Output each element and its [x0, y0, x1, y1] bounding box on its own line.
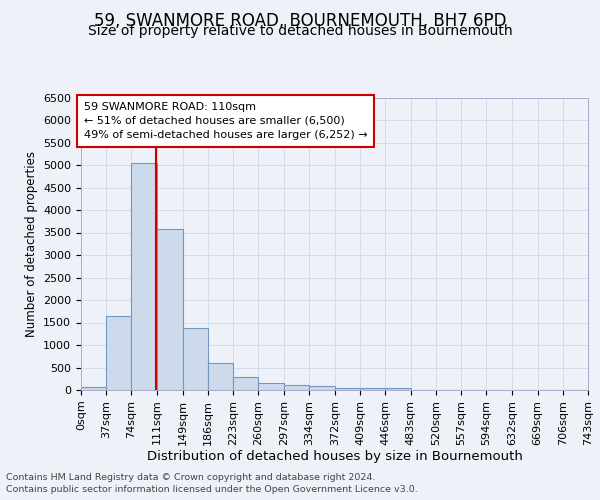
Bar	[131, 163, 157, 390]
Text: 59, SWANMORE ROAD, BOURNEMOUTH, BH7 6PD: 59, SWANMORE ROAD, BOURNEMOUTH, BH7 6PD	[94, 12, 506, 30]
Bar	[157, 229, 182, 390]
Bar	[106, 316, 131, 390]
Bar	[309, 386, 335, 390]
Y-axis label: Number of detached properties: Number of detached properties	[25, 151, 38, 337]
Bar	[385, 388, 410, 390]
Bar	[81, 386, 106, 390]
Bar	[360, 388, 385, 390]
X-axis label: Distribution of detached houses by size in Bournemouth: Distribution of detached houses by size …	[146, 450, 523, 464]
Bar	[259, 383, 284, 390]
Bar	[284, 384, 309, 390]
Bar	[208, 362, 233, 390]
Text: 59 SWANMORE ROAD: 110sqm
← 51% of detached houses are smaller (6,500)
49% of sem: 59 SWANMORE ROAD: 110sqm ← 51% of detach…	[83, 102, 367, 140]
Bar	[233, 377, 259, 390]
Text: Contains HM Land Registry data © Crown copyright and database right 2024.: Contains HM Land Registry data © Crown c…	[6, 473, 376, 482]
Text: Size of property relative to detached houses in Bournemouth: Size of property relative to detached ho…	[88, 24, 512, 38]
Bar	[182, 328, 208, 390]
Bar	[335, 388, 360, 390]
Text: Contains public sector information licensed under the Open Government Licence v3: Contains public sector information licen…	[6, 484, 418, 494]
